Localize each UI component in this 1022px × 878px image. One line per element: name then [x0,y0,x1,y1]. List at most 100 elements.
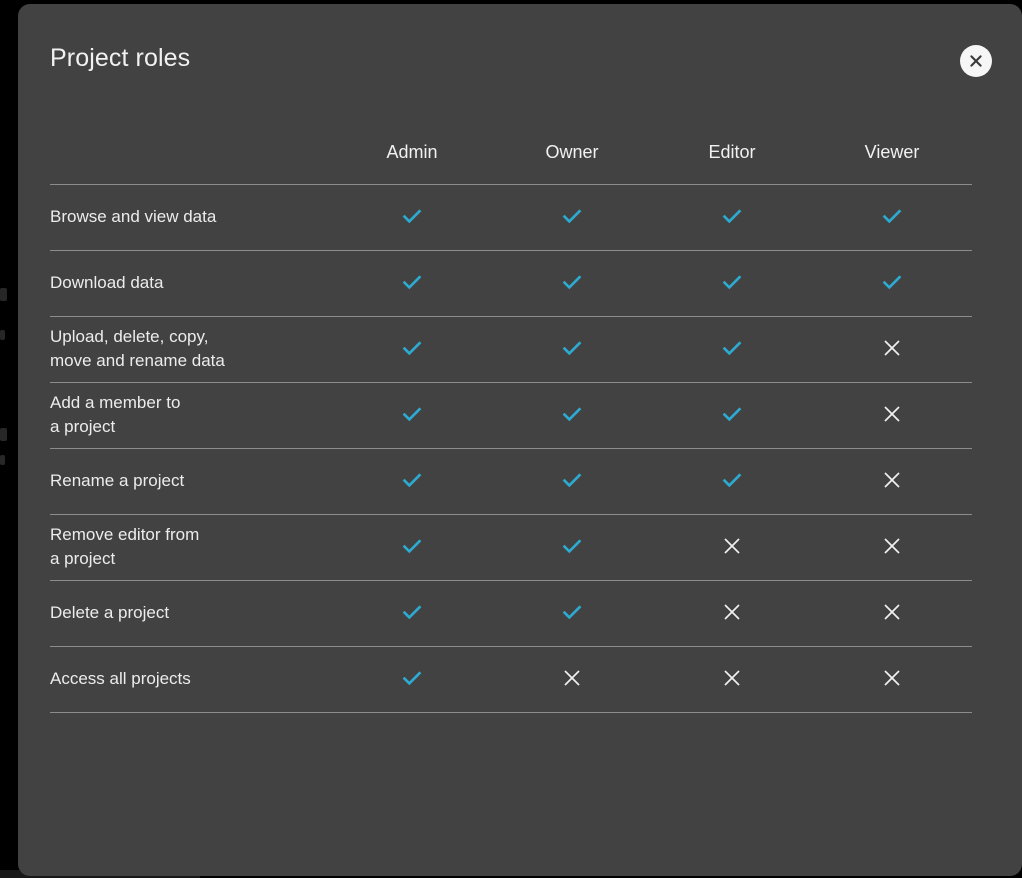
check-icon [557,201,587,231]
feature-label-line: Add a member to [50,392,181,412]
permission-cell-viewer-denied [812,514,972,581]
check-icon [717,333,747,363]
check-icon [877,267,907,297]
feature-label: Add a member to a project [50,382,332,449]
feature-label: Upload, delete, copy, move and rename dat… [50,316,332,383]
cross-icon [717,531,747,561]
permission-cell-admin-allowed [332,184,492,251]
check-icon [397,399,427,429]
column-header-owner: Owner [492,122,652,185]
table-row: Delete a project [50,580,972,647]
feature-label-line: Remove editor from [50,524,200,544]
permission-cell-owner-allowed [492,580,652,647]
feature-label-line: move and rename data [50,351,225,370]
table-header: Admin Owner Editor Viewer [50,122,972,185]
table-row: Download data [50,250,972,317]
permission-cell-owner-allowed [492,316,652,383]
permission-cell-admin-allowed [332,250,492,317]
table-row: Upload, delete, copy, move and rename dat… [50,316,972,383]
cross-icon [877,597,907,627]
feature-label-line: Access all projects [50,668,191,688]
check-icon [557,333,587,363]
check-icon [877,201,907,231]
permission-cell-owner-allowed [492,514,652,581]
dialog-header: Project roles [18,4,1022,114]
check-icon [557,597,587,627]
permission-cell-owner-allowed [492,382,652,449]
feature-label-line: Rename a project [50,470,185,490]
check-icon [397,663,427,693]
background-bleed-mark [0,428,7,441]
permission-cell-editor-allowed [652,250,812,317]
permission-cell-owner-allowed [492,250,652,317]
feature-label: Remove editor from a project [50,514,332,581]
table-row: Access all projects [50,646,972,713]
permission-cell-editor-denied [652,646,812,713]
permission-cell-viewer-denied [812,580,972,647]
feature-label-line: a project [50,417,116,436]
permission-cell-editor-allowed [652,382,812,449]
table-row: Browse and view data [50,184,972,251]
cross-icon [717,663,747,693]
permission-cell-editor-denied [652,580,812,647]
cross-icon [717,597,747,627]
check-icon [397,267,427,297]
cross-icon [557,663,587,693]
cross-icon [877,663,907,693]
check-icon [557,465,587,495]
permission-cell-owner-allowed [492,448,652,515]
check-icon [717,399,747,429]
feature-label: Delete a project [50,580,332,647]
background-bleed-mark [0,455,5,465]
table-row: Add a member to a project [50,382,972,449]
close-button[interactable] [960,45,992,77]
check-icon [397,333,427,363]
permission-cell-admin-allowed [332,646,492,713]
column-header-admin: Admin [332,122,492,185]
permission-cell-viewer-allowed [812,184,972,251]
check-icon [397,201,427,231]
permission-cell-editor-allowed [652,448,812,515]
permission-cell-admin-allowed [332,448,492,515]
check-icon [557,267,587,297]
table-header-row: Admin Owner Editor Viewer [50,122,972,185]
feature-label-line: Delete a project [50,602,170,622]
feature-label: Access all projects [50,646,332,713]
permission-cell-editor-allowed [652,316,812,383]
project-roles-dialog: Project roles Admin Owner Editor [18,4,1022,876]
permission-cell-owner-allowed [492,184,652,251]
close-icon [968,53,984,69]
feature-label-line: Upload, delete, copy, [50,326,209,346]
check-icon [717,465,747,495]
check-icon [397,531,427,561]
cross-icon [877,531,907,561]
permission-cell-editor-allowed [652,184,812,251]
check-icon [397,597,427,627]
feature-label-line: Download data [50,272,164,292]
table-row: Rename a project [50,448,972,515]
feature-label: Rename a project [50,448,332,515]
permission-cell-editor-denied [652,514,812,581]
permission-cell-viewer-denied [812,646,972,713]
check-icon [557,399,587,429]
table-body: Browse and view data Download data Upload,… [50,184,972,713]
column-header-feature [50,122,332,185]
page-title: Project roles [50,44,191,72]
check-icon [717,267,747,297]
permission-cell-admin-allowed [332,514,492,581]
feature-label-line: a project [50,549,116,568]
cross-icon [877,333,907,363]
permission-cell-viewer-denied [812,382,972,449]
column-header-editor: Editor [652,122,812,185]
background-bleed-mark [0,288,7,301]
column-header-viewer: Viewer [812,122,972,185]
permission-cell-viewer-allowed [812,250,972,317]
check-icon [557,531,587,561]
feature-label: Download data [50,250,332,317]
cross-icon [877,465,907,495]
check-icon [717,201,747,231]
cross-icon [877,399,907,429]
project-roles-table: Admin Owner Editor Viewer Browse and vie… [50,122,972,713]
permission-cell-viewer-denied [812,316,972,383]
